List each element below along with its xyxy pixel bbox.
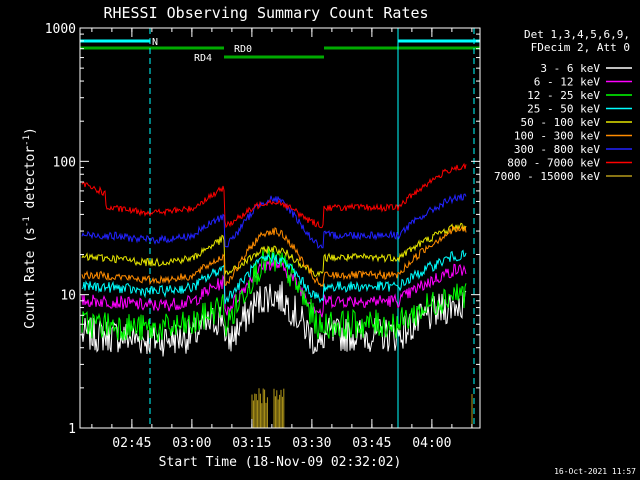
- y-tick-label: 10: [60, 289, 76, 304]
- x-axis: 02:45 03:00 03:15 03:30 03:45 04:00: [91, 28, 473, 451]
- legend-label: 100 - 300 keV: [514, 130, 600, 143]
- legend-header-2: FDecim 2, Att 0: [531, 41, 630, 54]
- legend-label: 6 - 12 keV: [534, 76, 601, 89]
- series-line-6: [81, 193, 467, 249]
- series-line-4: [81, 222, 467, 278]
- legend-label: 25 - 50 keV: [527, 103, 600, 116]
- series-line-5: [81, 225, 467, 288]
- legend-label: 50 - 100 keV: [521, 116, 601, 129]
- legend-label: 12 - 25 keV: [527, 89, 600, 102]
- legend-header-1: Det 1,3,4,5,6,9,: [524, 28, 630, 41]
- x-tick-label: 03:30: [292, 436, 331, 451]
- y-axis-label: Count Rate (s-1 detector-1): [22, 127, 38, 329]
- flag-label-rd0: RD0: [234, 44, 252, 55]
- series-line-0: [81, 281, 467, 357]
- x-tick-label: 04:00: [412, 436, 451, 451]
- x-tick-label: 03:45: [352, 436, 391, 451]
- flag-bars: N RD0 RD4: [80, 37, 480, 64]
- x-tick-label: 02:45: [112, 436, 151, 451]
- y-tick-label: 1: [68, 422, 76, 437]
- chart-title: RHESSI Observing Summary Count Rates: [103, 4, 428, 22]
- y-tick-label: 1000: [45, 22, 76, 37]
- series-line-2: [81, 246, 467, 343]
- legend-label: 3 - 6 keV: [540, 62, 600, 75]
- plot-frame: [79, 27, 481, 429]
- legend-label: 800 - 7000 keV: [507, 157, 600, 170]
- y-tick-label: 100: [53, 155, 76, 170]
- series-lines: [81, 162, 473, 428]
- night-markers: [149, 28, 475, 428]
- flag-label-rd4: RD4: [194, 53, 212, 64]
- y-axis: 1 10 100 1000: [45, 22, 480, 437]
- x-axis-label: Start Time (18-Nov-09 02:32:02): [159, 455, 402, 470]
- series-line-7: [81, 162, 467, 229]
- legend-label: 300 - 800 keV: [514, 143, 600, 156]
- timestamp: 16-Oct-2021 11:57: [554, 467, 636, 476]
- flag-label-n: N: [152, 37, 158, 48]
- legend-label: 7000 - 15000 keV: [494, 170, 600, 183]
- x-tick-label: 03:00: [172, 436, 211, 451]
- x-tick-label: 03:15: [232, 436, 271, 451]
- series-line-1: [81, 258, 467, 318]
- series-line-3: [81, 249, 467, 305]
